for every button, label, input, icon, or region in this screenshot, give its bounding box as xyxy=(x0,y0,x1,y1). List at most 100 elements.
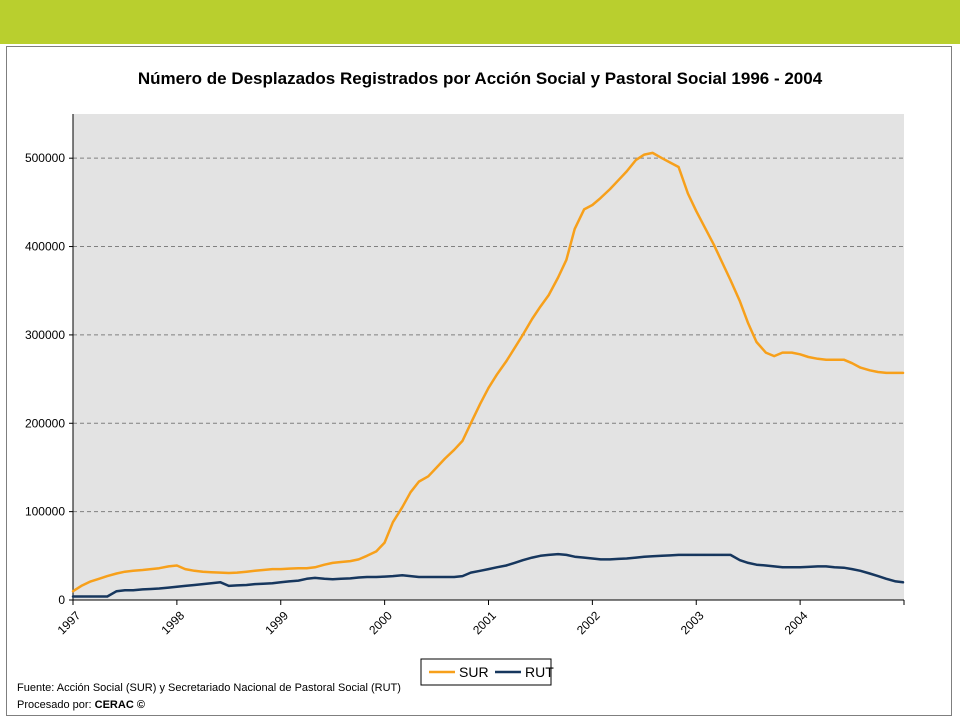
data-point-rut-29 xyxy=(323,577,326,580)
data-point-sur-15 xyxy=(201,570,204,573)
data-point-sur-89 xyxy=(842,358,845,361)
data-point-rut-59 xyxy=(583,556,585,559)
data-point-rut-66 xyxy=(643,555,646,558)
data-point-rut-35 xyxy=(375,576,378,578)
data-point-sur-68 xyxy=(661,157,663,160)
data-point-sur-34 xyxy=(366,554,368,557)
data-point-rut-23 xyxy=(271,582,274,585)
x-tick-label-6: 2003 xyxy=(678,608,707,637)
data-point-sur-12 xyxy=(176,564,178,567)
chart-frame: Número de Desplazados Registrados por Ac… xyxy=(6,46,952,716)
data-point-rut-56 xyxy=(557,553,559,555)
data-point-rut-83 xyxy=(790,566,793,569)
data-point-rut-71 xyxy=(687,554,689,556)
data-point-rut-54 xyxy=(539,554,542,557)
data-point-rut-58 xyxy=(573,555,576,558)
data-point-sur-39 xyxy=(409,491,412,494)
data-point-sur-83 xyxy=(790,351,793,354)
data-point-sur-44 xyxy=(453,448,456,451)
data-point-rut-70 xyxy=(677,554,680,556)
data-point-rut-76 xyxy=(729,554,732,556)
data-point-sur-53 xyxy=(531,318,533,320)
data-point-rut-27 xyxy=(305,577,308,580)
data-point-sur-35 xyxy=(375,550,378,553)
data-point-sur-7 xyxy=(132,569,135,572)
data-point-rut-79 xyxy=(755,563,758,566)
data-point-sur-73 xyxy=(703,226,706,229)
data-point-rut-2 xyxy=(89,595,92,598)
data-point-rut-75 xyxy=(721,554,724,556)
data-point-sur-29 xyxy=(323,563,326,566)
data-point-sur-57 xyxy=(565,258,568,261)
gridlines xyxy=(73,157,904,513)
data-point-sur-58 xyxy=(573,228,576,230)
y-tick-label-5: 500000 xyxy=(25,151,65,165)
data-point-sur-74 xyxy=(713,243,715,246)
data-point-sur-69 xyxy=(669,161,672,164)
data-point-sur-65 xyxy=(635,159,637,161)
data-point-rut-34 xyxy=(366,576,368,578)
data-point-rut-44 xyxy=(453,576,456,578)
data-point-sur-55 xyxy=(547,294,550,296)
data-point-rut-0 xyxy=(72,595,74,598)
data-point-rut-25 xyxy=(288,580,290,583)
legend-label-rut: RUT xyxy=(525,664,554,680)
data-point-rut-47 xyxy=(479,569,482,572)
data-point-rut-16 xyxy=(210,582,213,585)
data-point-sur-84 xyxy=(799,353,801,356)
data-point-rut-3 xyxy=(98,595,100,598)
data-point-sur-19 xyxy=(236,571,239,574)
data-point-rut-24 xyxy=(279,581,282,584)
data-point-rut-40 xyxy=(418,576,420,578)
y-tick-label-4: 400000 xyxy=(25,240,65,254)
data-point-rut-50 xyxy=(505,564,508,567)
data-point-sur-51 xyxy=(513,347,516,350)
data-point-rut-64 xyxy=(625,557,628,560)
axes: 0 100000 200000 300000 400000 500000 1997 1998 1… xyxy=(25,114,905,637)
data-point-sur-91 xyxy=(859,366,862,369)
data-point-rut-20 xyxy=(245,584,248,586)
data-point-sur-30 xyxy=(331,562,334,564)
data-point-rut-65 xyxy=(635,556,637,559)
data-point-rut-12 xyxy=(176,585,178,588)
data-point-sur-17 xyxy=(219,571,222,574)
data-point-rut-15 xyxy=(201,583,204,585)
data-point-rut-8 xyxy=(141,588,144,591)
x-tick-label-5: 2002 xyxy=(574,608,603,637)
y-tick-label-2: 200000 xyxy=(25,416,65,430)
data-point-rut-13 xyxy=(184,585,187,587)
data-point-sur-77 xyxy=(739,300,741,303)
processed-label: Procesado por: xyxy=(17,699,95,711)
data-point-rut-41 xyxy=(427,576,430,578)
data-point-sur-10 xyxy=(158,567,161,570)
series-rut xyxy=(71,552,905,598)
data-point-sur-48 xyxy=(487,387,490,389)
data-point-rut-53 xyxy=(531,556,533,559)
data-point-sur-82 xyxy=(781,351,784,354)
data-point-sur-6 xyxy=(124,570,126,573)
data-point-sur-64 xyxy=(625,170,628,173)
series-sur xyxy=(71,151,905,593)
data-point-sur-49 xyxy=(495,373,498,376)
data-point-rut-46 xyxy=(469,571,472,574)
source-note: Fuente: Acción Social (SUR) y Secretaria… xyxy=(17,682,401,694)
data-point-sur-93 xyxy=(877,371,879,373)
data-point-sur-21 xyxy=(253,569,256,572)
data-point-rut-61 xyxy=(599,558,602,561)
data-point-rut-72 xyxy=(695,554,698,556)
data-point-sur-1 xyxy=(80,585,83,587)
data-point-sur-94 xyxy=(885,372,888,374)
data-point-rut-14 xyxy=(193,584,196,586)
data-point-sur-56 xyxy=(557,276,559,279)
data-point-rut-38 xyxy=(401,574,404,577)
data-point-sur-45 xyxy=(461,440,464,442)
data-point-sur-37 xyxy=(392,521,394,524)
header-accent-bar xyxy=(0,0,960,44)
data-point-sur-0 xyxy=(72,590,74,593)
data-point-sur-72 xyxy=(695,210,698,213)
data-point-sur-36 xyxy=(383,541,386,544)
data-point-rut-48 xyxy=(487,568,490,570)
data-point-rut-62 xyxy=(609,558,611,561)
data-point-rut-1 xyxy=(80,595,83,598)
data-point-rut-85 xyxy=(807,566,810,568)
